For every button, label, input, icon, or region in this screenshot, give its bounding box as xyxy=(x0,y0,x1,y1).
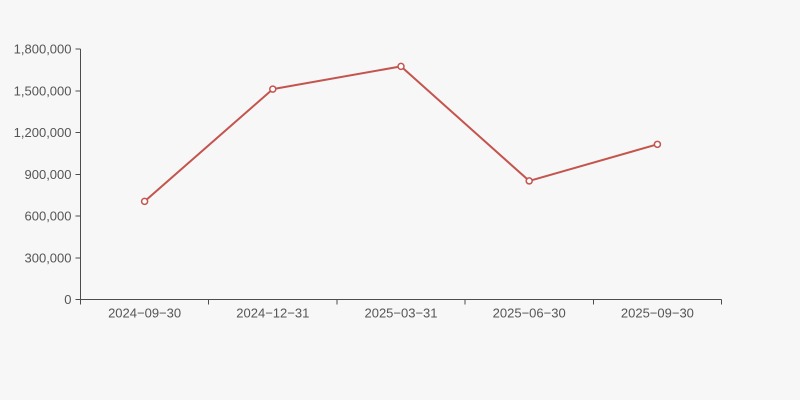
y-axis-tick-label: 600,000 xyxy=(25,209,72,224)
y-axis-tick-label: 1,200,000 xyxy=(14,125,72,140)
data-point[interactable] xyxy=(525,177,533,185)
y-axis-tick-label: 900,000 xyxy=(25,167,72,182)
data-point[interactable] xyxy=(140,197,149,206)
y-axis-tick-label: 1,800,000 xyxy=(14,42,72,57)
data-point[interactable] xyxy=(269,85,277,93)
x-axis-tick-label: 2024−12−31 xyxy=(236,306,309,321)
x-axis-tick-label: 2025−06−30 xyxy=(493,306,566,321)
x-axis-tick-label: 2024−09−30 xyxy=(108,306,181,321)
x-axis-tick-label: 2025−03−31 xyxy=(364,306,437,321)
data-point[interactable] xyxy=(653,140,662,149)
y-axis-tick-label: 300,000 xyxy=(25,250,72,265)
y-axis-tick-label: 0 xyxy=(64,292,71,307)
data-point[interactable] xyxy=(397,62,405,71)
series-line xyxy=(143,65,659,203)
y-axis-tick-label: 1,500,000 xyxy=(14,83,72,98)
x-axis-tick-label: 2025−09−30 xyxy=(621,306,694,321)
